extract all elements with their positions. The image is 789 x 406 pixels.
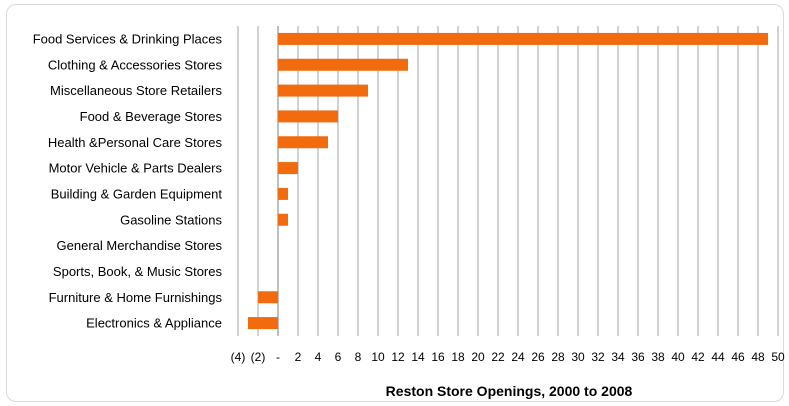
bar [278,110,338,123]
category-label: Gasoline Stations [120,212,222,227]
category-label: Electronics & Appliance [86,316,222,331]
x-axis-title: Reston Store Openings, 2000 to 2008 [386,383,633,399]
x-tick-label: (2) [251,350,266,364]
x-tick-label: 20 [471,350,485,364]
x-tick-label: 2 [295,350,302,364]
x-tick-label: 36 [631,350,645,364]
x-tick-label: 14 [411,350,425,364]
x-tick-label: 12 [391,350,405,364]
gridlines [237,26,779,336]
category-label: Health &Personal Care Stores [48,135,223,150]
bar [278,187,288,200]
category-label: Clothing & Accessories Stores [48,57,223,72]
x-tick-label: 42 [691,350,705,364]
bar [278,84,368,97]
bar [278,136,328,149]
x-tick-label: 46 [731,350,745,364]
category-labels: Food Services & Drinking Places Clothing … [33,31,223,330]
x-tick-label: 10 [371,350,385,364]
bars [248,32,768,330]
x-tick-label: 22 [491,350,505,364]
category-label: Food Services & Drinking Places [33,31,223,46]
x-tick-label: 38 [651,350,665,364]
bar [248,317,278,330]
bar [278,213,288,226]
category-label: Motor Vehicle & Parts Dealers [49,161,223,176]
x-tick-label: 50 [771,350,785,364]
x-tick-label: 16 [431,350,445,364]
category-label: Furniture & Home Furnishings [49,290,223,305]
tick-labels: (4) (2) -2 4 6 8 10 12 14 16 18 20 22 24 26 28 30 32 34 36 3… [231,350,785,364]
bar [278,58,408,71]
category-label: Sports, Book, & Music Stores [53,264,223,279]
x-tick-label: 4 [315,350,322,364]
x-tick-label: 44 [711,350,725,364]
category-label: Building & Garden Equipment [51,186,223,201]
x-tick-label: 24 [511,350,525,364]
x-tick-label: - [276,350,280,364]
x-tick-label: 26 [531,350,545,364]
x-tick-label: 40 [671,350,685,364]
x-tick-label: 48 [751,350,765,364]
category-label: Miscellaneous Store Retailers [50,83,222,98]
category-label: Food & Beverage Stores [80,109,223,124]
x-tick-label: 34 [611,350,625,364]
x-tick-label: 28 [551,350,565,364]
x-tick-label: 8 [355,350,362,364]
x-tick-label: 32 [591,350,605,364]
bar [278,162,298,175]
bar [278,32,768,45]
x-tick-label: 6 [335,350,342,364]
x-tick-label: 30 [571,350,585,364]
category-label: General Merchandise Stores [57,238,223,253]
x-tick-label: 18 [451,350,465,364]
x-tick-label: (4) [231,350,246,364]
bar [258,291,278,304]
